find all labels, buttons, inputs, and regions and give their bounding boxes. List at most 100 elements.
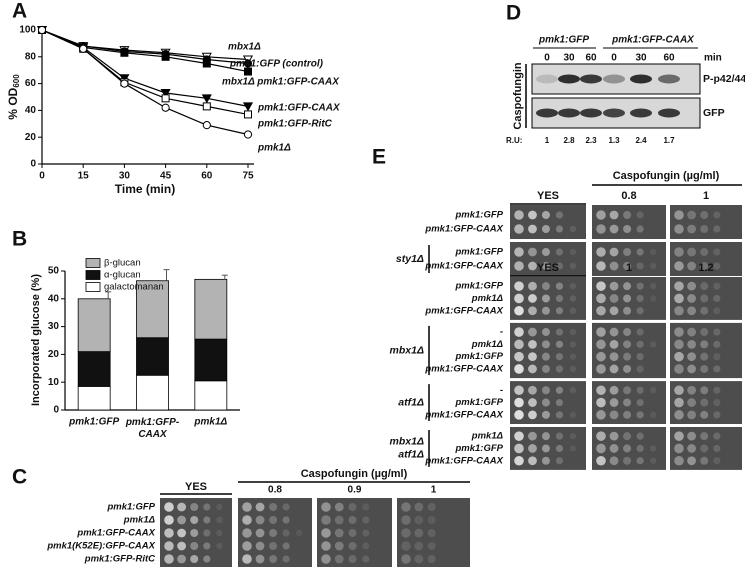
spot xyxy=(674,339,684,350)
spot xyxy=(596,327,606,337)
x-tick-label: pmk1Δ xyxy=(193,417,227,428)
spot xyxy=(700,456,709,465)
spot xyxy=(674,410,684,420)
x-tick-label: 60 xyxy=(201,171,213,182)
time-label: 60 xyxy=(663,53,675,64)
spot xyxy=(609,261,619,271)
spot xyxy=(555,307,564,315)
panel-label: A xyxy=(12,0,27,23)
spot xyxy=(623,306,632,315)
legend-label: galactomanan xyxy=(104,282,164,293)
spot xyxy=(687,210,697,220)
y-tick-label: 40 xyxy=(25,105,37,116)
spot xyxy=(242,541,252,551)
spot xyxy=(609,224,619,234)
spot xyxy=(674,385,684,396)
series-label: mbx1Δ pmk1:GFP-CAAX xyxy=(222,77,340,88)
spot xyxy=(362,516,370,524)
spot xyxy=(674,351,684,362)
spot xyxy=(623,328,632,337)
spot xyxy=(514,364,524,374)
spot xyxy=(362,542,370,550)
bar-segment xyxy=(194,338,228,382)
concentration: 1.2 xyxy=(698,262,713,274)
spot xyxy=(713,386,721,394)
spot xyxy=(687,247,697,257)
spot xyxy=(242,528,252,538)
concentration: 0.9 xyxy=(348,485,362,496)
spot xyxy=(177,554,187,564)
spot xyxy=(177,528,187,538)
spot xyxy=(427,542,436,550)
spot xyxy=(177,515,187,525)
series-label: pmk1:GFP (control) xyxy=(229,59,324,70)
spot xyxy=(569,353,577,360)
spot xyxy=(609,306,619,316)
spot xyxy=(713,444,721,453)
spot xyxy=(216,529,223,537)
spot xyxy=(269,542,278,550)
y-tick-label: 30 xyxy=(48,321,60,332)
ru-value: 1.3 xyxy=(608,136,620,145)
spot xyxy=(623,248,632,256)
legend-swatch xyxy=(85,270,101,280)
spot xyxy=(700,352,709,361)
spot xyxy=(609,339,619,349)
ru-value: 2.3 xyxy=(585,136,597,145)
spot xyxy=(528,385,537,395)
y-tick-label: 100 xyxy=(19,25,36,36)
spot xyxy=(427,516,436,524)
spot xyxy=(649,445,657,452)
band-label: P-p42/44 xyxy=(703,73,745,85)
spot xyxy=(203,555,211,563)
spot xyxy=(674,210,684,220)
marker xyxy=(243,130,253,139)
spot xyxy=(623,262,632,270)
spot xyxy=(596,385,606,396)
background-label: atf1Δ xyxy=(398,449,424,461)
spot xyxy=(528,352,537,362)
spot xyxy=(649,295,657,302)
spot xyxy=(609,410,619,420)
spot xyxy=(700,364,709,373)
marker xyxy=(161,94,170,103)
spot xyxy=(713,353,721,361)
panel-label: C xyxy=(12,466,27,489)
spot xyxy=(528,210,537,220)
series-label: pmk1:GFP-RitC xyxy=(257,119,333,130)
blot-band xyxy=(630,108,652,118)
spot xyxy=(321,528,331,538)
spot xyxy=(623,444,632,453)
spot xyxy=(687,294,697,303)
y-tick-label: 0 xyxy=(53,405,59,416)
spot xyxy=(555,225,564,233)
bar-segment xyxy=(194,380,228,411)
spot xyxy=(569,225,577,233)
spot xyxy=(282,503,290,511)
marker xyxy=(202,102,211,111)
strain-label: pmk1:GFP xyxy=(454,247,503,258)
bar-segment xyxy=(77,351,111,387)
spot xyxy=(555,211,564,219)
spot xyxy=(555,282,564,290)
time-unit: min xyxy=(704,53,722,64)
spot xyxy=(569,307,577,314)
blot-band xyxy=(536,74,558,84)
spot xyxy=(569,365,577,373)
marker xyxy=(37,25,47,35)
spot xyxy=(177,502,187,512)
spot xyxy=(541,444,550,453)
spot xyxy=(334,541,344,551)
spot xyxy=(674,431,684,441)
spot xyxy=(636,328,644,336)
spot xyxy=(636,294,644,303)
spot xyxy=(569,282,577,290)
ru-label: R.U: xyxy=(506,136,522,145)
spot xyxy=(190,542,199,550)
spot xyxy=(636,307,644,315)
spot xyxy=(636,340,644,348)
marker xyxy=(79,44,88,53)
spot xyxy=(569,328,577,336)
concentration: 0.8 xyxy=(268,485,282,496)
spot xyxy=(687,444,697,453)
